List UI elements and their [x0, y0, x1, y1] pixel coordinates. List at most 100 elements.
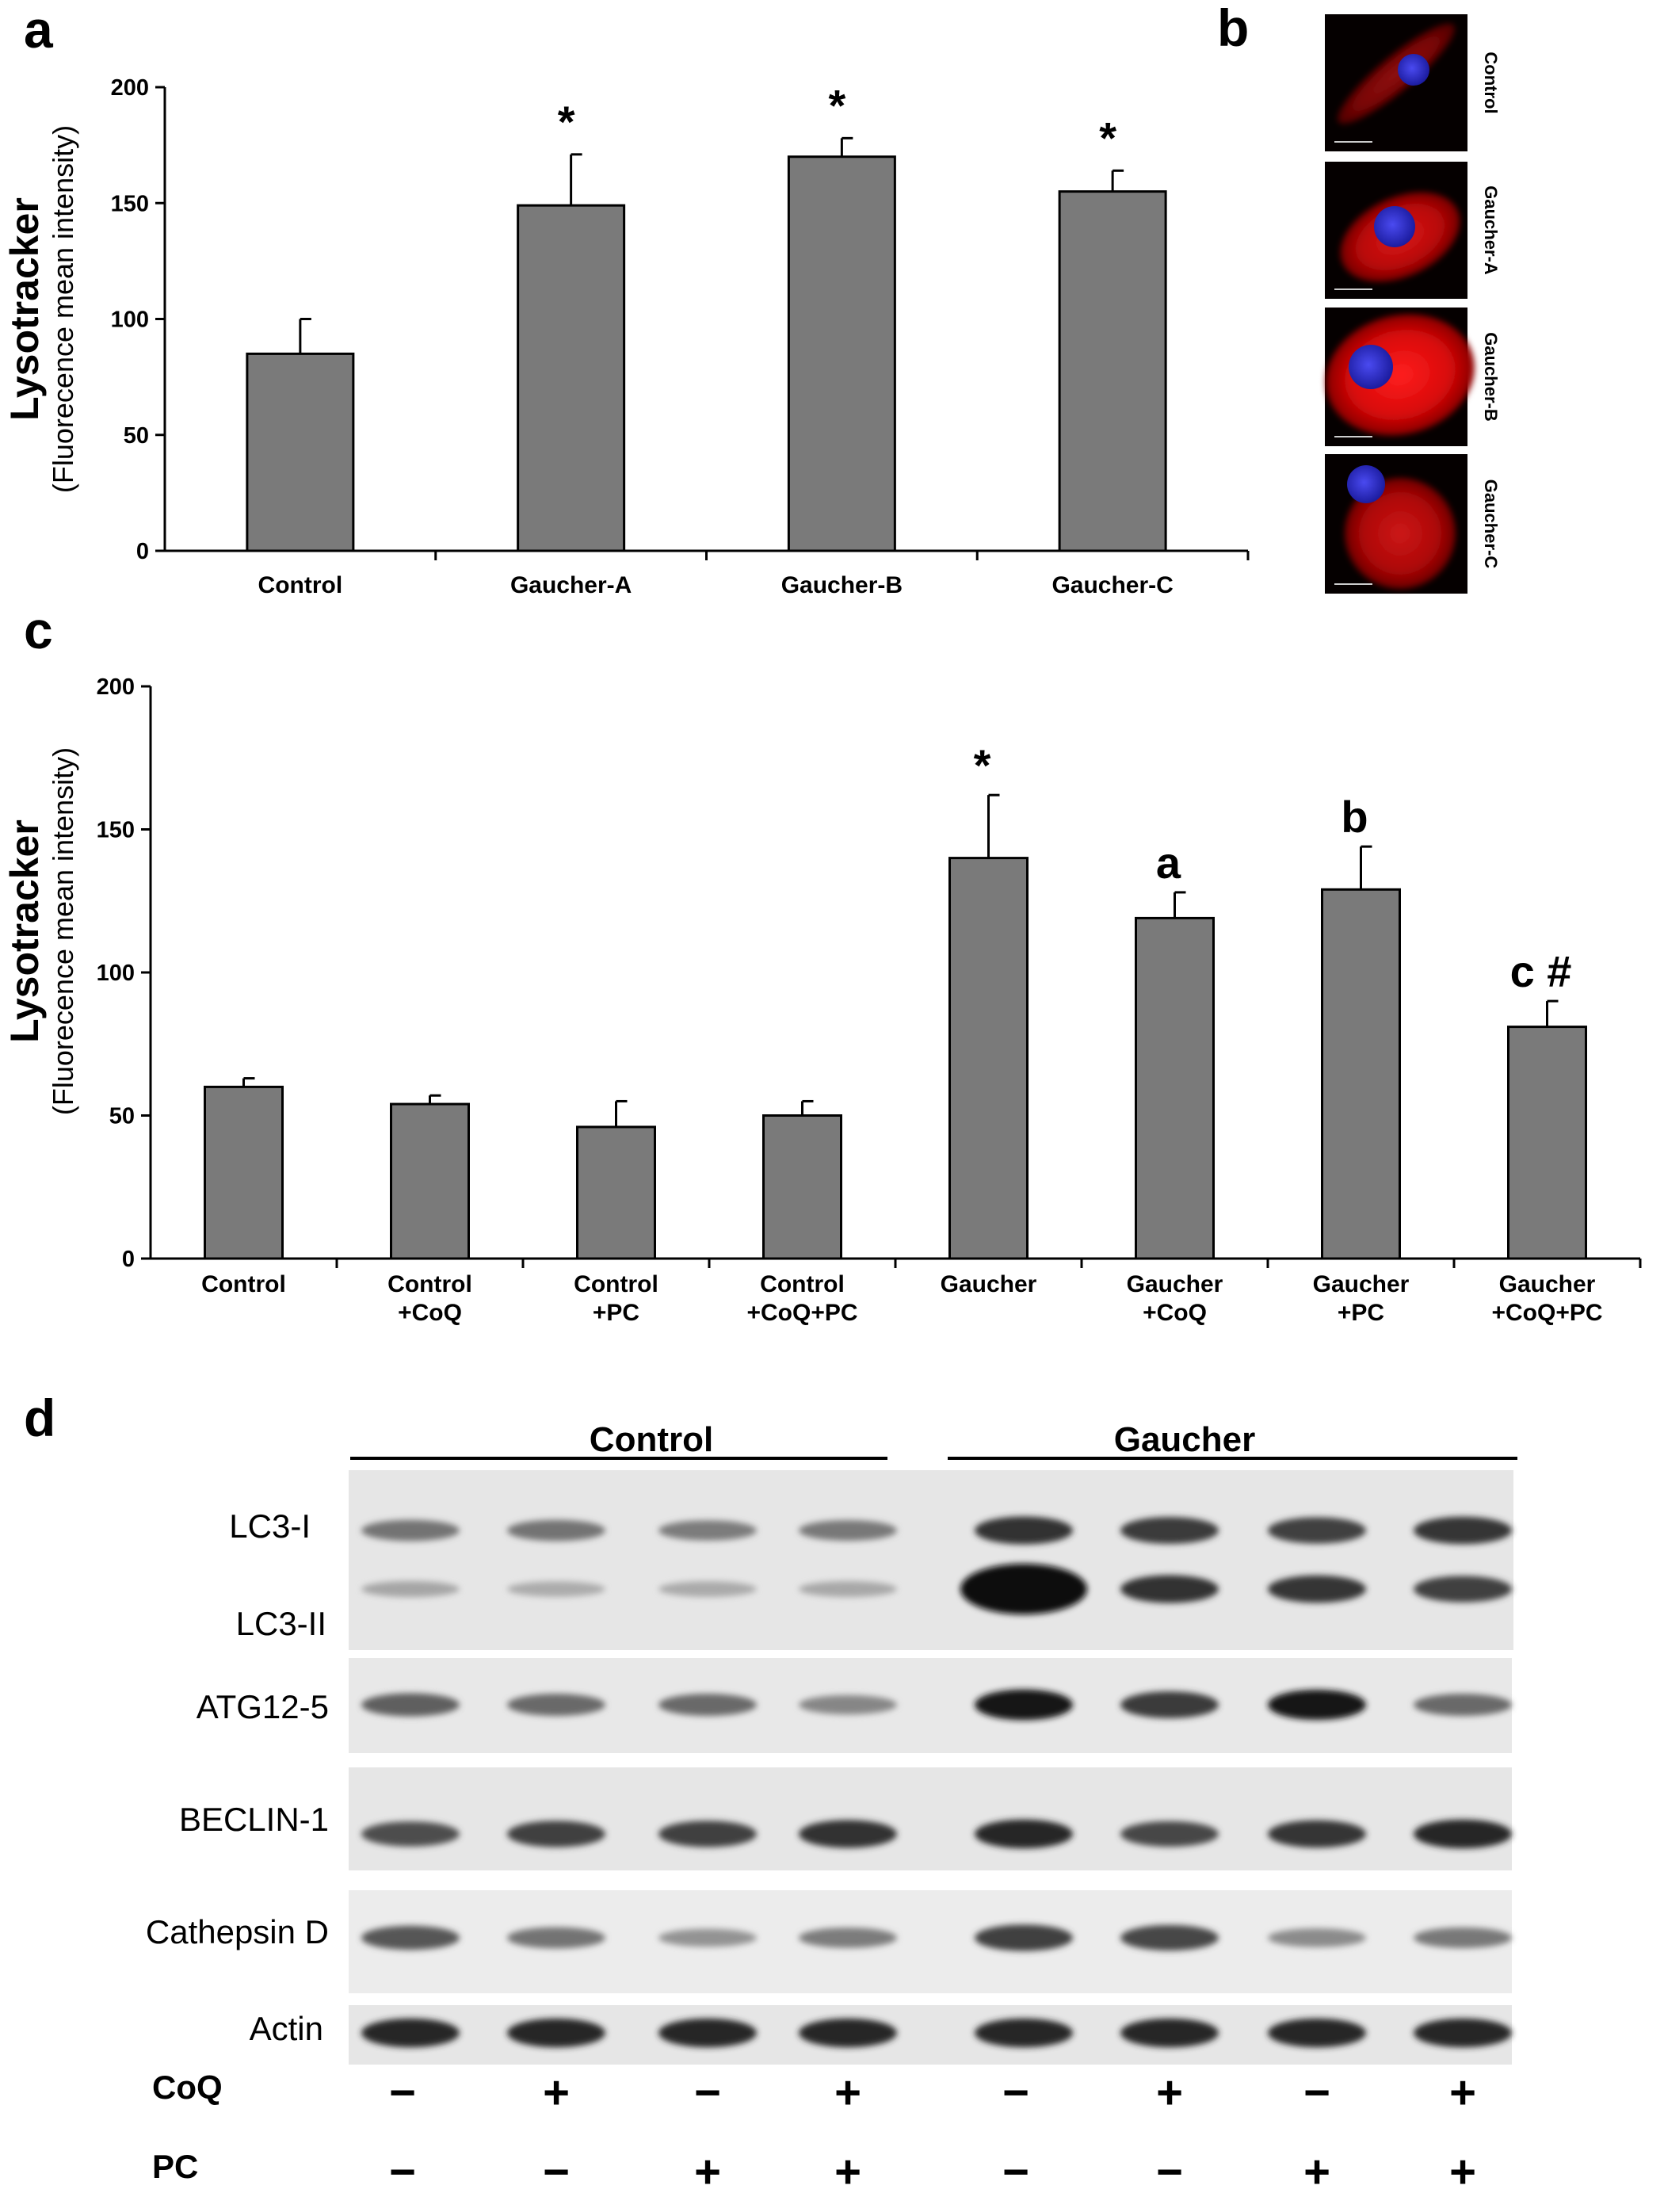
chart-a-significance-mark: *: [558, 97, 575, 147]
blot-band: [1120, 1924, 1219, 1951]
chart-c-category-label: Gaucher: [1127, 1271, 1223, 1297]
cell-body: [1326, 314, 1475, 436]
blot-band: [975, 1819, 1073, 1849]
blot-band: [507, 1519, 605, 1542]
blot-strip: [349, 1767, 1512, 1870]
blot-band: [975, 1689, 1073, 1721]
blot-band: [1268, 1517, 1366, 1544]
chart-a-ylabel-sub: (Fluorecence mean intensity): [47, 125, 79, 493]
micrograph-tile: [1325, 308, 1475, 446]
micrograph-tile: [1325, 162, 1467, 299]
chart-c-significance-mark: c #: [1510, 946, 1572, 996]
chart-c-ylabel-sub: (Fluorecence mean intensity): [47, 747, 79, 1115]
treatment-label: PC: [152, 2148, 198, 2185]
panel-letter-c: c: [24, 601, 53, 659]
treatment-sign: +: [1449, 2067, 1476, 2118]
group-label-gaucher: Gaucher: [1114, 1420, 1256, 1459]
blot-band: [507, 1694, 605, 1716]
blot-band: [1414, 1819, 1512, 1849]
blot-row-label: BECLIN-1: [179, 1801, 329, 1838]
cell-nucleus: [1374, 206, 1415, 247]
chart-c-category-label: +CoQ: [398, 1300, 462, 1326]
treatment-sign: −: [1156, 2146, 1183, 2198]
blot-band: [1120, 1517, 1219, 1544]
treatment-sign: +: [834, 2067, 861, 2118]
blot-band: [507, 1927, 605, 1949]
treatment-sign: −: [694, 2067, 721, 2118]
treatment-sign: +: [1156, 2067, 1183, 2118]
blot-band: [1414, 1927, 1512, 1949]
chart-a-bar: [246, 352, 355, 552]
micrograph-tile: [1325, 454, 1467, 594]
blot-band: [799, 1820, 897, 1848]
group-label-control: Control: [590, 1420, 713, 1459]
chart-c-category-label: Gaucher: [1499, 1271, 1596, 1297]
chart-a-ylabel: Lysotracker: [2, 197, 47, 421]
chart-c-ytick-label: 200: [97, 674, 135, 700]
blot-band: [361, 1580, 460, 1598]
blot-strip: [349, 1470, 1513, 1650]
chart-c-ytick-label: 100: [97, 961, 135, 986]
chart-c-significance-mark: a: [1156, 838, 1181, 888]
blot-band: [799, 1694, 897, 1715]
chart-c-ytick-label: 150: [97, 818, 135, 843]
chart-c-category-label: +PC: [1338, 1300, 1384, 1326]
treatment-sign: +: [1303, 2146, 1330, 2198]
chart-c-bar: [390, 1102, 470, 1260]
treatment-sign: −: [1002, 2146, 1029, 2198]
blot-band: [658, 1694, 757, 1716]
chart-c-category-label: Gaucher: [941, 1271, 1037, 1297]
blot-row-label: Actin: [250, 2010, 323, 2047]
cell-nucleus: [1398, 54, 1429, 86]
blot-band: [658, 1820, 757, 1847]
blot-band: [1414, 1516, 1512, 1545]
blot-band: [1414, 2018, 1512, 2048]
blot-band: [1120, 1575, 1219, 1603]
blot-band: [361, 1925, 460, 1950]
blot-band: [658, 2018, 757, 2048]
micrograph-label: Control: [1481, 52, 1501, 113]
blot-band: [361, 2018, 460, 2048]
chart-a-category-label: Gaucher-A: [510, 572, 632, 598]
chart-c-category-label: Control: [760, 1271, 845, 1297]
blot-band: [507, 1820, 605, 1847]
chart-c-ytick-label: 50: [109, 1104, 135, 1129]
blot-row-label: ATG12-5: [197, 1688, 329, 1725]
chart-c-category-label: Control: [574, 1271, 658, 1297]
cell-nucleus: [1347, 465, 1385, 503]
blot-band: [658, 1581, 757, 1597]
cell-nucleus: [1349, 345, 1393, 389]
blot-row-label: LC3-I: [229, 1507, 311, 1545]
chart-c-category-label: Control: [201, 1271, 286, 1297]
chart-a-ytick-label: 200: [111, 75, 149, 101]
chart-c-significance-mark: b: [1341, 792, 1368, 842]
blot-row-sublabel: LC3-II: [236, 1605, 326, 1642]
blot-row-label: Cathepsin D: [146, 1913, 329, 1950]
chart-a-significance-mark: *: [828, 80, 845, 130]
blot-band: [1268, 2018, 1366, 2048]
western-blot-panel: Control Gaucher LC3-I LC3-II ATG12-5 BECLIN…: [146, 1420, 1517, 2198]
blot-band: [361, 1519, 460, 1542]
blot-band: [960, 1564, 1087, 1614]
blot-band: [975, 2018, 1073, 2048]
blot-band: [1268, 1928, 1366, 1947]
blot-band: [1120, 1691, 1219, 1718]
chart-a-bar: [1058, 190, 1167, 552]
chart-c-bar: [1135, 916, 1215, 1260]
chart-a-ytick-label: 0: [136, 539, 149, 564]
chart-c-category-label: +PC: [593, 1300, 639, 1326]
panel-letter-b: b: [1217, 0, 1249, 57]
micrograph-label: Gaucher-B: [1481, 332, 1501, 421]
chart-a-bar: [787, 155, 896, 552]
treatment-sign: +: [1449, 2146, 1476, 2198]
blot-band: [1268, 1689, 1366, 1721]
micrograph-label: Gaucher-A: [1481, 185, 1501, 275]
chart-c-category-label: +CoQ+PC: [1491, 1300, 1602, 1326]
blot-band: [507, 1581, 605, 1597]
blot-band: [1414, 1576, 1512, 1603]
treatment-sign: −: [543, 2146, 570, 2198]
chart-c-category-label: Gaucher: [1313, 1271, 1410, 1297]
chart-a-ytick-label: 150: [111, 191, 149, 216]
treatment-sign: +: [694, 2146, 721, 2198]
